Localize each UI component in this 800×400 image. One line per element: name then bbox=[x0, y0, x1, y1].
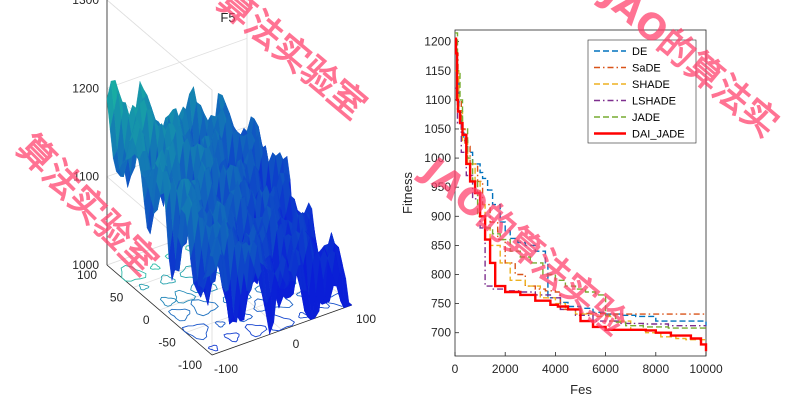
y-tick-label: 900 bbox=[431, 209, 451, 223]
contour-line bbox=[223, 332, 240, 343]
x-tick-label: 0 bbox=[452, 362, 459, 376]
legend-label: SHADE bbox=[632, 79, 670, 91]
series-line-sade bbox=[455, 52, 706, 315]
contour-line bbox=[139, 283, 150, 291]
surface-patch bbox=[344, 302, 353, 307]
y-tick-label: 1150 bbox=[425, 64, 451, 78]
x-tick-label: 100 bbox=[356, 312, 376, 326]
contour-line bbox=[174, 289, 197, 304]
series-line-jade bbox=[455, 32, 707, 329]
x-tick-label: 4000 bbox=[542, 362, 569, 376]
y-tick-label: 100 bbox=[77, 268, 97, 282]
x-tick-label: 10000 bbox=[689, 362, 723, 376]
contour-line bbox=[181, 323, 209, 341]
legend: DE SaDE SHADE LSHADE JADE DAI_JADE bbox=[587, 39, 697, 144]
x-tick-label: 8000 bbox=[642, 362, 669, 376]
series-line-lshade bbox=[455, 87, 706, 327]
legend-label: LSHADE bbox=[632, 96, 676, 108]
series-line-dai-jade bbox=[454, 37, 708, 352]
z-tick-labels: 1000 1100 1200 1300 bbox=[72, 0, 99, 272]
y-tick-label: 1200 bbox=[424, 35, 451, 49]
y-tick-label: -50 bbox=[158, 336, 176, 350]
y-tick-label: 0 bbox=[143, 313, 150, 327]
y-tick-label: 1000 bbox=[424, 151, 451, 165]
y-tick-label: 800 bbox=[431, 268, 451, 282]
legend-label: DAI_JADE bbox=[632, 129, 685, 141]
legend-label: SaDE bbox=[632, 63, 661, 75]
y-axis-ticks: 700 750 800 850 900 950 1000 1050 1100 1150 1200 bbox=[424, 35, 459, 340]
x-tick-label: 2000 bbox=[492, 362, 519, 376]
x-axis-label: Fes bbox=[570, 382, 592, 397]
surface-plot-panel: 1000 1100 1200 1300 -100 0 100 100 50 0 -50 -100 … bbox=[72, 0, 376, 376]
contour-line bbox=[207, 344, 219, 352]
z-tick-label: 1100 bbox=[73, 170, 99, 184]
surface-mesh bbox=[106, 79, 353, 335]
x-axis-ticks: 0 2000 4000 6000 8000 10000 bbox=[452, 352, 723, 376]
contour-line bbox=[167, 308, 191, 322]
contour-line bbox=[214, 321, 226, 328]
y-axis-label: Fitness bbox=[400, 172, 415, 214]
series-line-shade bbox=[455, 70, 706, 341]
grid-line bbox=[106, 0, 213, 91]
x-tick-label: -100 bbox=[214, 362, 238, 376]
legend-box bbox=[587, 39, 697, 144]
z-tick-label: 1000 bbox=[72, 258, 99, 272]
y-tick-labels: 100 50 0 -50-100 bbox=[77, 268, 202, 372]
contour-line bbox=[159, 274, 176, 285]
z-tick-label: 1300 bbox=[72, 0, 99, 7]
legend-label: JADE bbox=[632, 112, 660, 124]
y-tick-label: 1100 bbox=[425, 93, 451, 107]
x-tick-label: 6000 bbox=[592, 362, 619, 376]
convergence-plot-panel: 0 2000 4000 6000 8000 10000 700 750 800 850 900 95… bbox=[400, 29, 723, 397]
y-tick-label: 700 bbox=[431, 326, 451, 340]
y-tick-label: 850 bbox=[431, 238, 451, 252]
contour-line bbox=[159, 296, 177, 307]
contour-line bbox=[150, 263, 161, 270]
surface-title: F5 bbox=[220, 10, 235, 25]
series-lines bbox=[454, 32, 708, 352]
y-tick-label: -100 bbox=[178, 358, 202, 372]
y-tick-label: 950 bbox=[431, 180, 451, 194]
x-tick-label: 0 bbox=[293, 337, 300, 351]
y-tick-label: 1050 bbox=[424, 122, 451, 136]
contour-line bbox=[244, 324, 268, 338]
x-axis-line bbox=[211, 304, 353, 356]
legend-label: DE bbox=[632, 46, 647, 58]
y-tick-label: 750 bbox=[431, 297, 451, 311]
y-tick-label: 50 bbox=[110, 291, 124, 305]
contour-line bbox=[190, 299, 219, 317]
x-tick-labels: -100 0 100 bbox=[214, 312, 376, 376]
contour-line bbox=[120, 265, 147, 282]
z-tick-label: 1200 bbox=[72, 81, 99, 95]
